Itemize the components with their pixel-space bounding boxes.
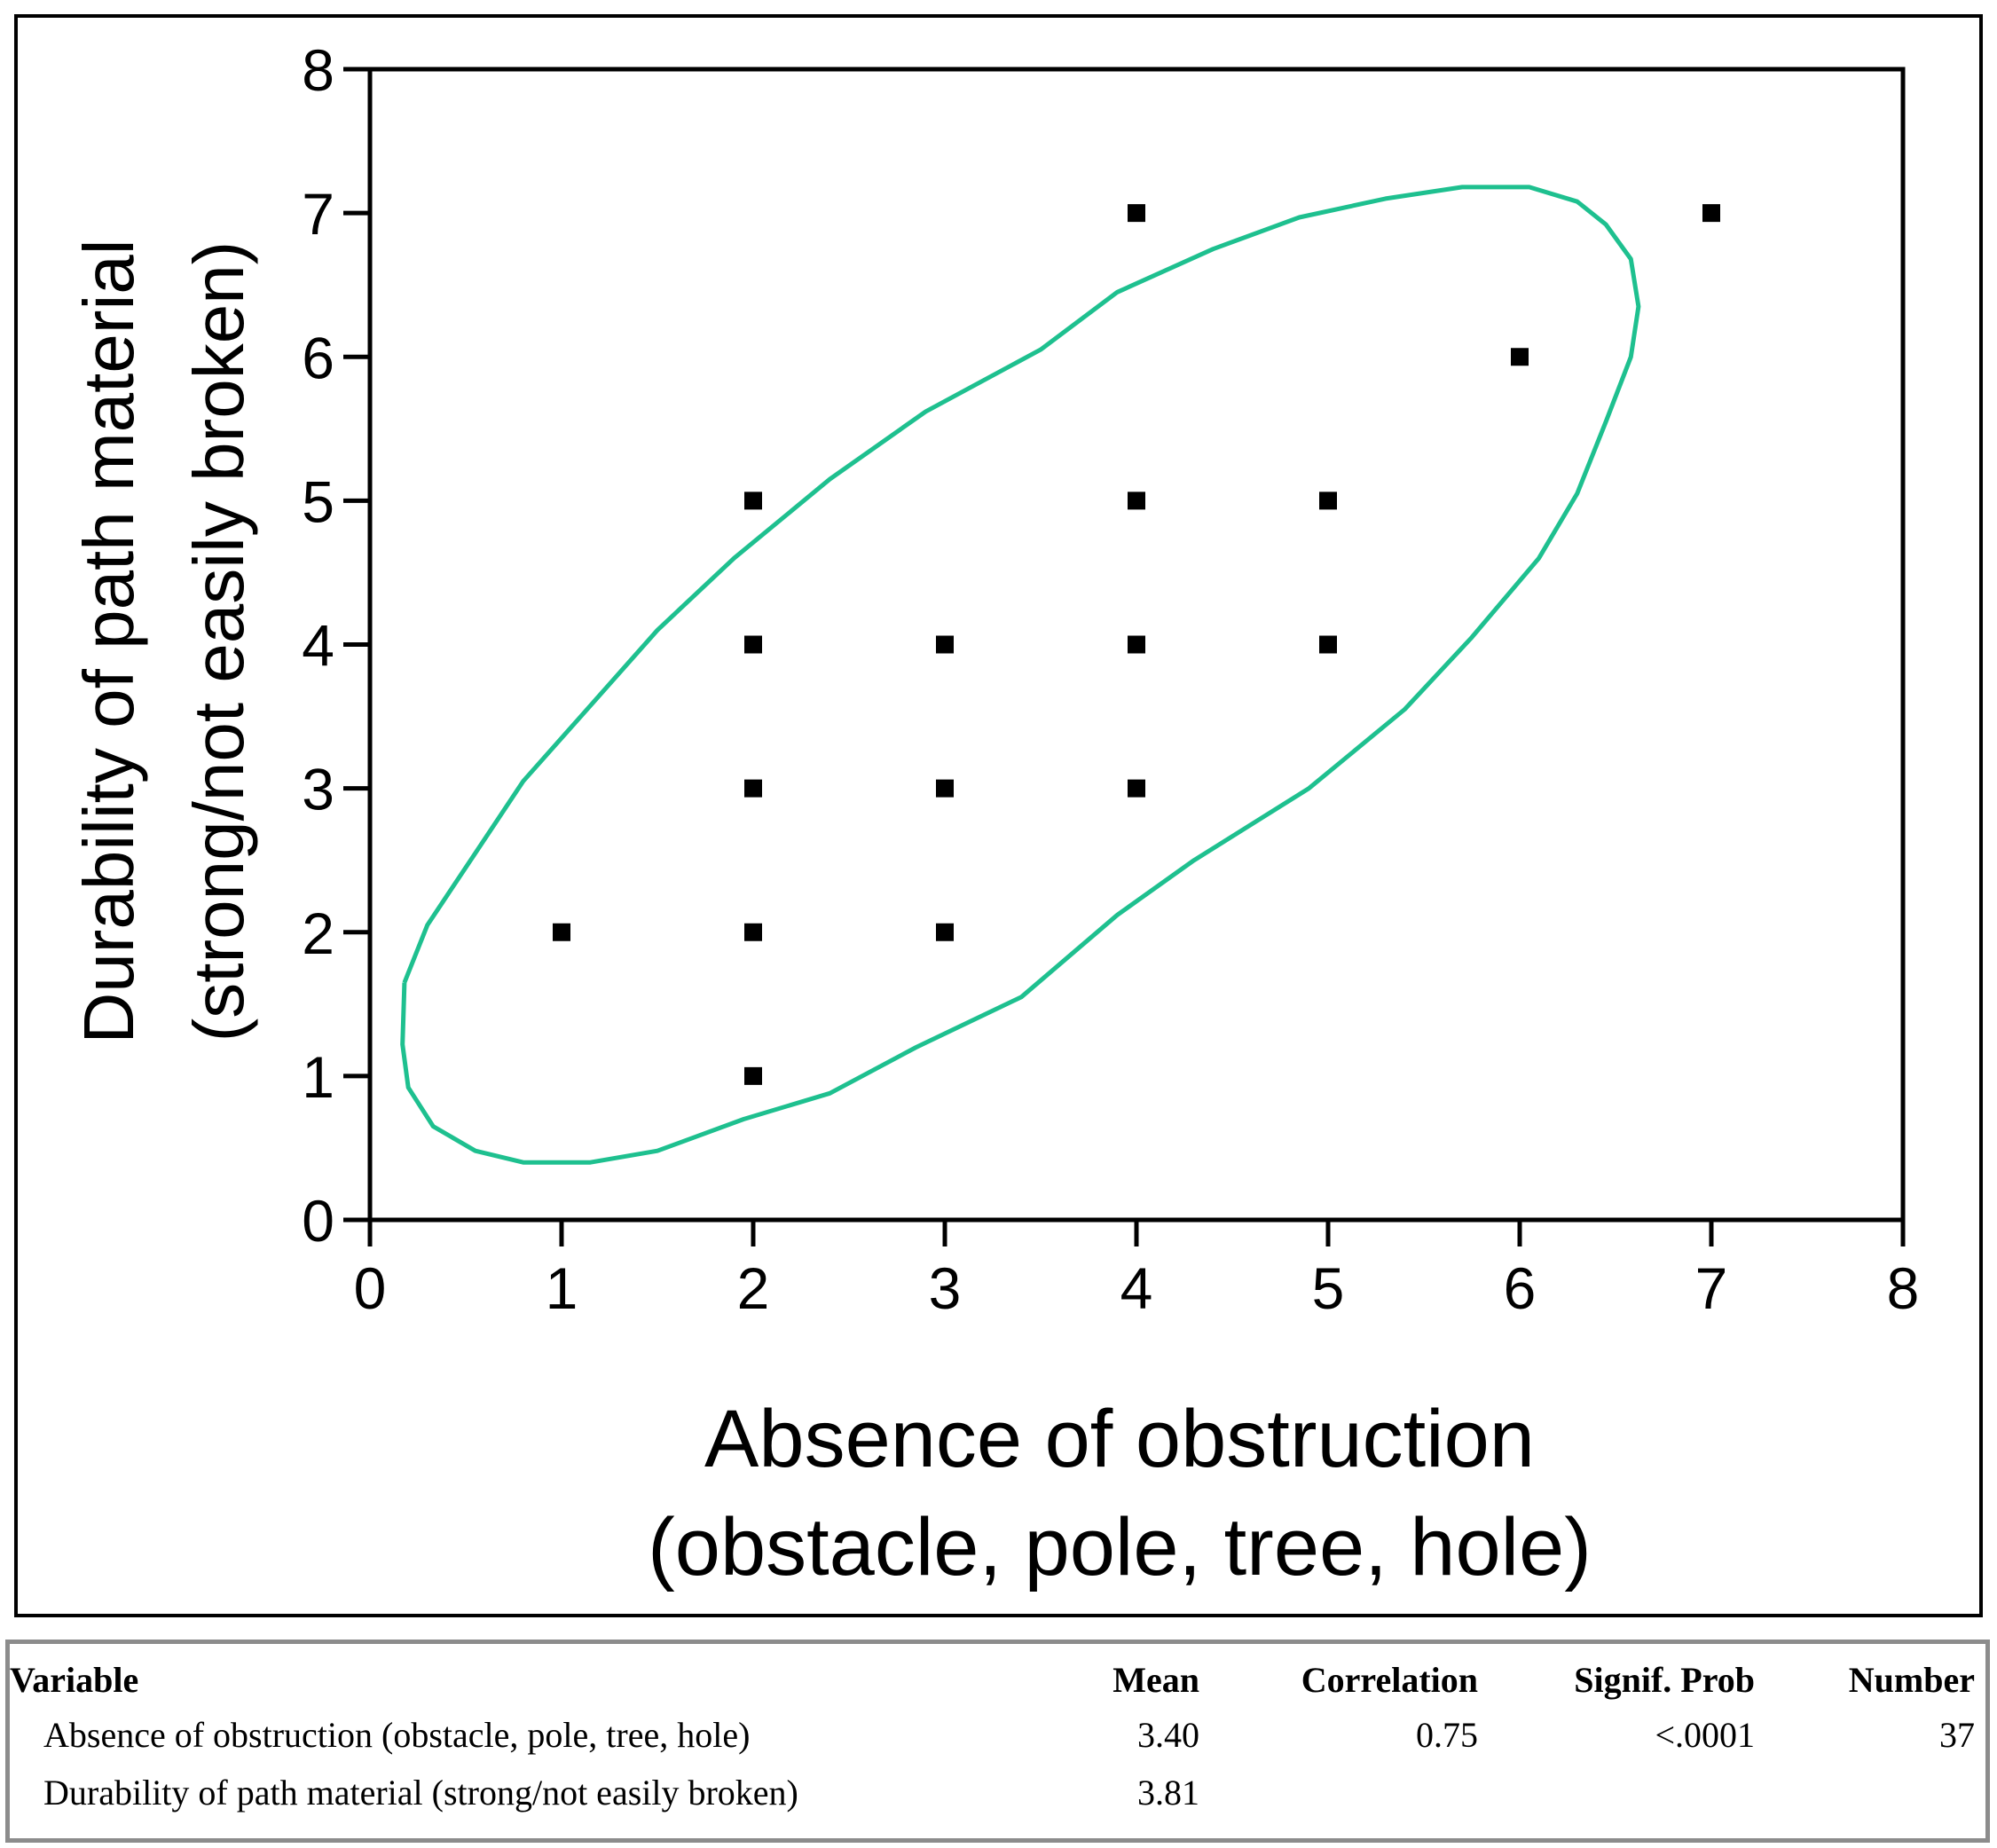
header-signif-prob: Signif. Prob (1574, 1660, 1755, 1700)
row-2-mean: 3.81 (1137, 1773, 1199, 1813)
data-point (744, 635, 762, 654)
data-point (744, 779, 762, 798)
data-point (1319, 491, 1337, 510)
y-tick-label: 0 (302, 1188, 334, 1254)
data-point (744, 491, 762, 510)
y-tick-label: 5 (302, 468, 334, 534)
y-tick-label: 1 (302, 1044, 334, 1110)
data-point (1702, 204, 1720, 223)
chart-frame (14, 14, 1983, 1617)
y-tick-label: 6 (302, 325, 334, 390)
x-tick-label: 8 (1887, 1255, 1920, 1321)
data-point (1128, 491, 1145, 510)
header-mean: Mean (1113, 1660, 1199, 1700)
x-tick-label: 3 (929, 1255, 962, 1321)
row-1-mean: 3.40 (1137, 1715, 1199, 1755)
row-1-correlation: 0.75 (1416, 1715, 1478, 1755)
header-correlation: Correlation (1301, 1660, 1478, 1700)
data-point (1128, 635, 1145, 654)
y-tick-label: 2 (302, 900, 334, 966)
data-point (744, 923, 762, 941)
x-tick-label: 1 (546, 1255, 578, 1321)
data-point (1511, 348, 1529, 366)
y-tick-label: 3 (302, 757, 334, 822)
x-tick-label: 7 (1695, 1255, 1728, 1321)
scatter-plot: 0 1 2 3 4 5 6 7 8 0 1 2 3 4 5 6 7 8 Absence of obstructio… (69, 37, 1920, 1592)
data-point (1319, 635, 1337, 654)
data-point (936, 779, 954, 798)
row-1-number: 37 (1939, 1715, 1975, 1755)
x-tick-label: 2 (737, 1255, 770, 1321)
x-axis-label-line1: Absence of obstruction (704, 1394, 1535, 1484)
header-variable: Variable (10, 1660, 139, 1700)
y-tick-label: 4 (302, 613, 334, 679)
y-tick-label: 8 (302, 37, 334, 103)
data-point (936, 635, 954, 654)
data-point (744, 1066, 762, 1085)
data-point (1128, 204, 1145, 223)
x-tick-label: 0 (354, 1255, 387, 1321)
x-tick-label: 6 (1504, 1255, 1537, 1321)
data-point (553, 923, 570, 941)
row-2-variable: Durability of path material (strong/not … (43, 1773, 798, 1813)
y-axis-label-line2: (strong/not easily broken) (179, 241, 258, 1042)
y-tick-label: 7 (302, 181, 334, 247)
x-axis-label-line2: (obstacle, pole, tree, hole) (648, 1502, 1592, 1592)
density-ellipse (400, 185, 1641, 1165)
header-number: Number (1848, 1660, 1975, 1700)
x-tick-label: 4 (1120, 1255, 1153, 1321)
row-1-variable: Absence of obstruction (obstacle, pole, … (43, 1715, 751, 1755)
statistics-table: Variable Mean Correlation Signif. Prob N… (5, 1640, 1990, 1843)
data-point (936, 923, 954, 941)
x-tick-label: 5 (1312, 1255, 1345, 1321)
row-1-signif-prob: <.0001 (1655, 1715, 1755, 1755)
y-axis-label-line1: Durability of path material (69, 239, 148, 1043)
data-point (1128, 779, 1145, 798)
